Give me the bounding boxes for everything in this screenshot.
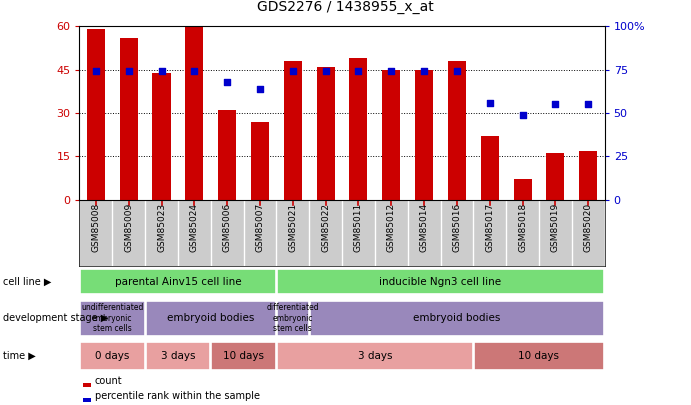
Text: embryoid bodies: embryoid bodies: [167, 313, 254, 323]
Text: embryoid bodies: embryoid bodies: [413, 313, 500, 323]
FancyBboxPatch shape: [310, 301, 604, 336]
Text: GDS2276 / 1438955_x_at: GDS2276 / 1438955_x_at: [257, 0, 434, 14]
Text: GSM85017: GSM85017: [485, 203, 494, 252]
Text: GSM85023: GSM85023: [157, 203, 166, 252]
FancyBboxPatch shape: [80, 269, 276, 294]
Text: GSM85022: GSM85022: [321, 203, 330, 252]
Bar: [448, 61, 466, 200]
Text: count: count: [95, 376, 122, 386]
Point: [320, 68, 331, 75]
Point: [156, 68, 167, 75]
Point: [353, 68, 364, 75]
Text: GSM85009: GSM85009: [124, 203, 133, 252]
FancyBboxPatch shape: [146, 301, 276, 336]
Text: GSM85011: GSM85011: [354, 203, 363, 252]
Text: inducible Ngn3 cell line: inducible Ngn3 cell line: [379, 277, 502, 287]
Point: [550, 101, 561, 108]
Text: GSM85019: GSM85019: [551, 203, 560, 252]
Text: percentile rank within the sample: percentile rank within the sample: [95, 392, 260, 401]
Text: 3 days: 3 days: [161, 351, 195, 361]
Text: GSM85024: GSM85024: [190, 203, 199, 252]
Point: [451, 68, 462, 75]
Text: GSM85018: GSM85018: [518, 203, 527, 252]
FancyBboxPatch shape: [80, 342, 144, 370]
Bar: [316, 67, 334, 200]
Bar: [251, 122, 269, 200]
Bar: [481, 136, 499, 200]
FancyBboxPatch shape: [211, 342, 276, 370]
Bar: [120, 38, 138, 200]
Text: GSM85006: GSM85006: [223, 203, 231, 252]
Bar: [579, 151, 597, 200]
Bar: [415, 70, 433, 200]
Bar: [218, 110, 236, 200]
Bar: [87, 29, 105, 200]
Text: GSM85020: GSM85020: [584, 203, 593, 252]
Text: cell line ▶: cell line ▶: [3, 277, 52, 287]
Bar: [382, 70, 400, 200]
Text: GSM85012: GSM85012: [387, 203, 396, 252]
Text: GSM85008: GSM85008: [91, 203, 100, 252]
Text: differentiated
embryonic
stem cells: differentiated embryonic stem cells: [267, 303, 319, 333]
FancyBboxPatch shape: [146, 342, 210, 370]
Text: GSM85016: GSM85016: [453, 203, 462, 252]
FancyBboxPatch shape: [277, 301, 309, 336]
Point: [583, 101, 594, 108]
Point: [484, 99, 495, 106]
Point: [386, 68, 397, 75]
Text: GSM85021: GSM85021: [288, 203, 297, 252]
Bar: [284, 61, 302, 200]
Text: 10 days: 10 days: [518, 351, 560, 361]
Bar: [547, 153, 565, 200]
Text: parental Ainv15 cell line: parental Ainv15 cell line: [115, 277, 241, 287]
Point: [517, 111, 528, 118]
Text: GSM85014: GSM85014: [419, 203, 428, 252]
Text: 0 days: 0 days: [95, 351, 129, 361]
Text: GSM85007: GSM85007: [256, 203, 265, 252]
FancyBboxPatch shape: [277, 269, 604, 294]
Text: 3 days: 3 days: [358, 351, 392, 361]
Bar: [185, 26, 203, 200]
Text: 10 days: 10 days: [223, 351, 264, 361]
FancyBboxPatch shape: [474, 342, 604, 370]
FancyBboxPatch shape: [80, 301, 144, 336]
Text: undifferentiated
embryonic
stem cells: undifferentiated embryonic stem cells: [81, 303, 144, 333]
Point: [189, 68, 200, 75]
Point: [123, 68, 134, 75]
Point: [419, 68, 430, 75]
Bar: [153, 72, 171, 200]
Text: development stage ▶: development stage ▶: [3, 313, 108, 323]
FancyBboxPatch shape: [277, 342, 473, 370]
Point: [222, 79, 233, 85]
Bar: [513, 179, 531, 200]
Point: [91, 68, 102, 75]
Text: time ▶: time ▶: [3, 351, 36, 361]
Bar: [350, 58, 368, 200]
Point: [254, 85, 265, 92]
Point: [287, 68, 299, 75]
